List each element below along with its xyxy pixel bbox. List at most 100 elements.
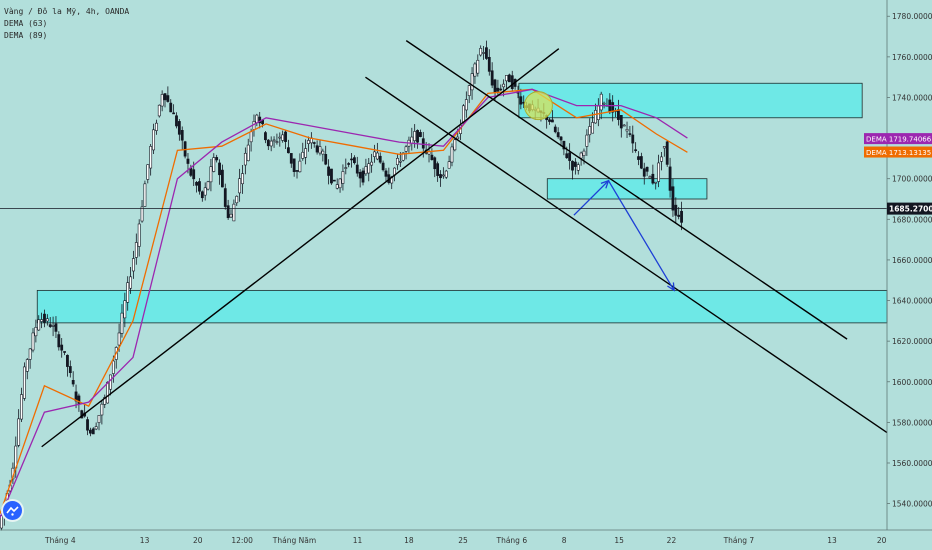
candle-body bbox=[111, 360, 115, 374]
candle-body bbox=[315, 145, 319, 153]
current-price-badge[interactable] bbox=[887, 202, 932, 215]
candle-body bbox=[470, 73, 474, 91]
candle-body bbox=[450, 146, 454, 163]
candle-body bbox=[674, 204, 678, 216]
projection-arrowhead-up bbox=[600, 179, 610, 189]
candle-body bbox=[338, 178, 342, 189]
candle-body bbox=[430, 154, 434, 161]
y-tick-label: 1680.00000 bbox=[892, 215, 932, 224]
candle-body bbox=[436, 163, 440, 176]
candle-body bbox=[413, 131, 417, 141]
candle-body bbox=[361, 170, 365, 183]
candle-body bbox=[160, 94, 164, 107]
candle-body bbox=[284, 131, 287, 142]
x-tick-label: 12:00 bbox=[231, 536, 253, 545]
y-tick-label: 1660.00000 bbox=[892, 256, 932, 265]
candle-body bbox=[289, 153, 293, 164]
candle-body bbox=[22, 366, 26, 399]
candle-body bbox=[272, 139, 276, 142]
trendline-3[interactable] bbox=[365, 76, 888, 434]
candle-body bbox=[496, 87, 500, 92]
candle-body bbox=[396, 158, 399, 166]
supply-demand-zone-2[interactable] bbox=[518, 82, 863, 119]
candle-body bbox=[582, 150, 586, 156]
candle-body bbox=[375, 152, 379, 160]
dema-badge-2[interactable] bbox=[864, 146, 932, 158]
candle-body bbox=[28, 348, 32, 360]
symbol-title[interactable]: Vàng / Đô la Mỹ, 4h, OANDA bbox=[4, 7, 130, 16]
supply-demand-zone-1[interactable] bbox=[36, 289, 888, 324]
candle-body bbox=[473, 63, 477, 77]
candle-body bbox=[295, 170, 299, 172]
candle-body bbox=[215, 157, 219, 161]
candle-body bbox=[232, 203, 236, 222]
candle-body bbox=[258, 116, 262, 124]
candle-body bbox=[235, 195, 239, 204]
x-tick-label: 18 bbox=[404, 536, 414, 545]
candle-body bbox=[195, 182, 198, 186]
candle-body bbox=[134, 242, 138, 258]
candle-body bbox=[642, 168, 646, 177]
candle-body bbox=[499, 88, 503, 91]
candle-body bbox=[639, 156, 643, 169]
candle-body bbox=[381, 162, 385, 171]
candle-body bbox=[585, 134, 589, 147]
candle-body bbox=[117, 332, 121, 346]
candle-body bbox=[404, 146, 408, 152]
candle-body bbox=[476, 59, 480, 74]
x-tick-label: 8 bbox=[562, 536, 567, 545]
x-tick-label: 11 bbox=[353, 536, 363, 545]
candle-body bbox=[249, 131, 253, 143]
candle-body bbox=[657, 162, 660, 182]
candle-body bbox=[353, 157, 356, 164]
dema-line-1[interactable] bbox=[0, 88, 688, 515]
candle-body bbox=[565, 153, 569, 159]
candle-body bbox=[602, 102, 606, 105]
candle-body bbox=[551, 119, 554, 123]
candle-body bbox=[40, 319, 44, 322]
y-tick-label: 1760.00000 bbox=[892, 53, 932, 62]
dema-badge-1[interactable] bbox=[864, 133, 932, 145]
x-tick-label: 20 bbox=[193, 536, 203, 545]
candle-body bbox=[439, 174, 442, 179]
highlight-circle[interactable] bbox=[523, 91, 553, 121]
candle-body bbox=[421, 138, 425, 149]
trendline-1[interactable] bbox=[41, 48, 560, 448]
candle-body bbox=[152, 129, 155, 151]
trendline-2[interactable] bbox=[405, 40, 848, 340]
dema-line-2[interactable] bbox=[0, 88, 688, 519]
candle-body bbox=[172, 112, 176, 115]
candle-body bbox=[594, 110, 597, 124]
candle-body bbox=[51, 325, 55, 327]
candle-body bbox=[281, 134, 285, 141]
candle-body bbox=[307, 140, 310, 144]
x-tick-label: 22 bbox=[667, 536, 677, 545]
candle-body bbox=[456, 136, 460, 140]
indicator-dema-89[interactable]: DEMA (89) bbox=[4, 31, 48, 40]
candle-body bbox=[347, 163, 351, 165]
x-tick-label: 15 bbox=[614, 536, 624, 545]
tradingview-logo-icon[interactable] bbox=[3, 501, 22, 520]
candle-body bbox=[502, 83, 506, 88]
candle-body bbox=[54, 323, 58, 332]
candle-body bbox=[140, 206, 144, 222]
indicator-dema-63[interactable]: DEMA (63) bbox=[4, 19, 48, 28]
candle-body bbox=[100, 403, 104, 416]
candle-body bbox=[462, 105, 465, 123]
candle-body bbox=[553, 126, 557, 133]
candle-body bbox=[186, 158, 190, 164]
candle-body bbox=[123, 300, 127, 319]
candle-body bbox=[34, 327, 38, 337]
candle-body bbox=[278, 136, 282, 139]
candle-body bbox=[654, 181, 658, 184]
supply-demand-zone-3[interactable] bbox=[546, 178, 708, 200]
candle-body bbox=[20, 394, 23, 420]
y-tick-label: 1740.00000 bbox=[892, 93, 932, 102]
candle-body bbox=[327, 166, 330, 176]
x-tick-label: Tháng 7 bbox=[723, 536, 755, 545]
candle-body bbox=[301, 151, 305, 159]
candle-body bbox=[335, 184, 339, 189]
candle-body bbox=[556, 132, 560, 138]
